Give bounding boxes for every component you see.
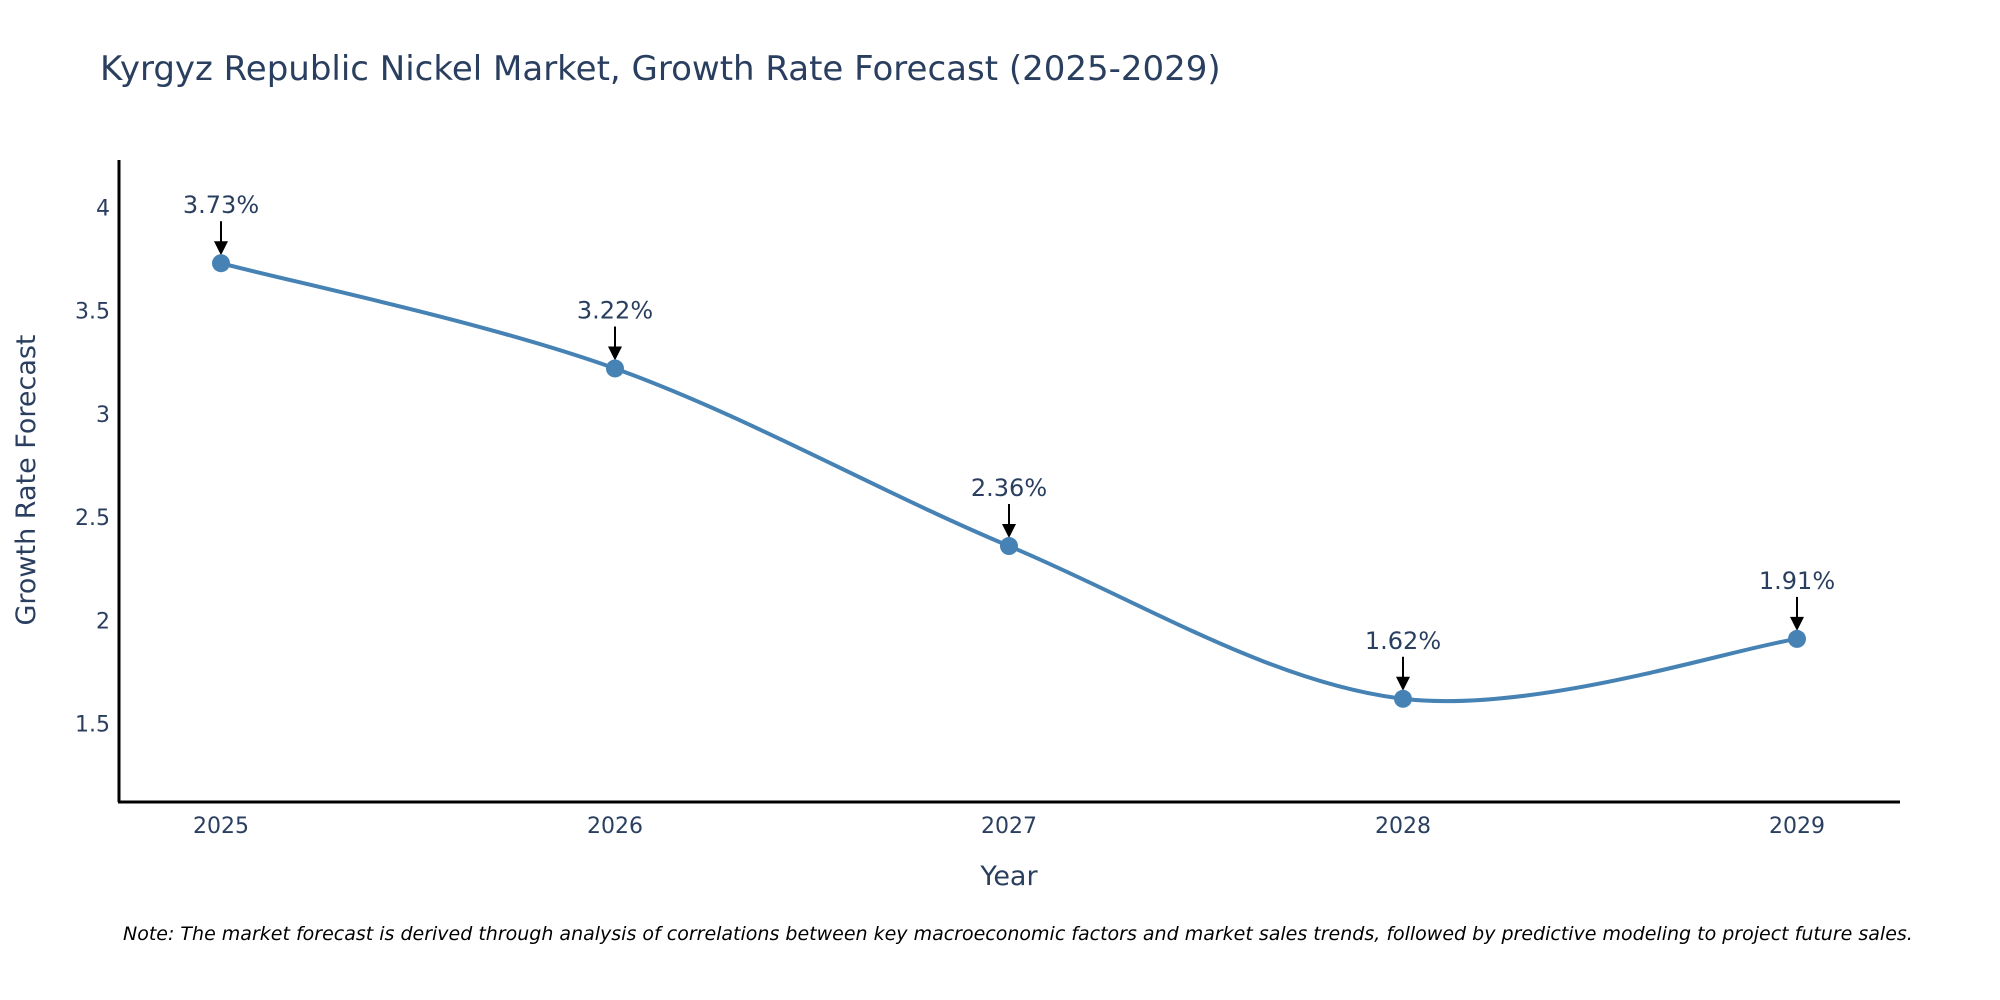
annotation-arrow-head	[608, 346, 622, 361]
data-label: 3.73%	[183, 191, 259, 219]
annotation-arrow-head	[214, 241, 228, 256]
annotation-arrow-head	[1396, 676, 1410, 691]
y-tick-label: 4	[96, 196, 110, 221]
y-tick-label: 3	[96, 403, 110, 428]
x-tick-label: 2027	[981, 814, 1037, 839]
data-annotations: 3.73% 3.22% 2.36% 1.62% 1.91%	[183, 191, 1835, 691]
data-point	[606, 359, 624, 378]
x-tick-label: 2028	[1375, 814, 1431, 839]
y-tick-label: 2	[96, 609, 110, 634]
y-tick-label: 2.5	[75, 506, 110, 531]
y-axis-title: Growth Rate Forecast	[11, 334, 42, 625]
x-axis-title: Year	[979, 861, 1038, 892]
data-label: 2.36%	[971, 474, 1047, 502]
data-label: 3.22%	[577, 296, 653, 324]
data-markers	[212, 254, 1806, 708]
chart-title: Kyrgyz Republic Nickel Market, Growth Ra…	[100, 49, 1221, 89]
data-label: 1.62%	[1365, 627, 1441, 655]
data-label: 1.91%	[1759, 567, 1835, 595]
footnote: Note: The market forecast is derived thr…	[123, 923, 1913, 945]
data-point	[1788, 629, 1806, 648]
x-tick-label: 2026	[587, 814, 643, 839]
data-point	[212, 254, 230, 273]
x-axis-ticks: 2025 2026 2027 2028 2029	[193, 814, 1825, 839]
annotation-arrow-head	[1790, 616, 1804, 631]
annotation-arrow-head	[1002, 524, 1016, 539]
y-tick-label: 3.5	[75, 300, 110, 325]
data-point	[1000, 537, 1018, 556]
x-tick-label: 2025	[193, 814, 249, 839]
data-point	[1394, 689, 1412, 708]
y-tick-label: 1.5	[75, 713, 110, 738]
y-axis-ticks: 1.5 2 2.5 3 3.5 4	[75, 196, 110, 737]
x-tick-label: 2029	[1769, 814, 1825, 839]
